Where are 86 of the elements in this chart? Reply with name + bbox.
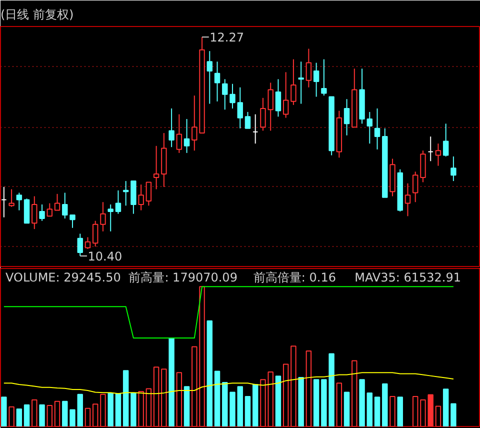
- candlestick: [344, 98, 350, 136]
- candlestick: [404, 182, 411, 217]
- candlestick: [230, 83, 236, 109]
- bar: [275, 376, 282, 426]
- candlestick: [420, 150, 426, 183]
- text: VOLUME: 29245.50: [6, 270, 121, 284]
- text: MAV35: 61532.91: [354, 270, 461, 284]
- candlestick: [321, 58, 327, 96]
- bar: [450, 403, 456, 426]
- candlestick: [442, 123, 449, 157]
- annotation: 12.27: [210, 30, 244, 45]
- candlestick: [176, 114, 182, 154]
- candlestick: [222, 78, 228, 110]
- bar: [39, 404, 45, 426]
- candlestick: [366, 111, 373, 144]
- candlestick: [313, 62, 320, 98]
- candlestick: [252, 114, 258, 144]
- candlestick: [206, 50, 213, 104]
- bar: [16, 408, 22, 426]
- candlestick: [428, 136, 434, 162]
- bar: [70, 409, 76, 426]
- candlestick: [1, 186, 7, 218]
- candlestick: [108, 204, 114, 232]
- bar: [77, 394, 83, 426]
- bar: [313, 379, 320, 426]
- candlestick: [435, 143, 442, 166]
- candlestick: [8, 188, 14, 208]
- candlestick: [115, 190, 122, 214]
- candlestick: [290, 58, 296, 106]
- candlestick: [122, 180, 129, 206]
- candlestick: [184, 118, 190, 154]
- bar: [359, 379, 365, 426]
- candlestick: [130, 180, 136, 214]
- candlestick: [298, 61, 304, 104]
- candlestick: [153, 145, 160, 190]
- bar: [168, 338, 174, 426]
- candlestick: [32, 196, 38, 230]
- candlestick: [282, 72, 289, 118]
- candlestick: [168, 108, 174, 148]
- candlestick: [237, 86, 243, 129]
- bar: [298, 377, 304, 426]
- bar: [344, 392, 350, 426]
- bar: [1, 396, 7, 426]
- candlestick: [77, 233, 83, 256]
- bar: [366, 392, 373, 426]
- candlestick: [92, 220, 98, 248]
- candlestick: [54, 193, 60, 211]
- candlestick: [46, 202, 53, 217]
- bar: [397, 396, 403, 426]
- candlestick: [244, 111, 251, 129]
- annotation: 10.40: [88, 249, 122, 264]
- candlestick: [412, 171, 418, 203]
- bar: [115, 393, 122, 426]
- candlestick: [39, 204, 45, 222]
- bar: [374, 396, 380, 426]
- candlestick: [275, 78, 282, 118]
- candlestick: [306, 48, 312, 88]
- text: 前高量: 179070.09: [128, 270, 238, 284]
- bar: [252, 384, 258, 426]
- bar: [130, 392, 136, 426]
- bar: [214, 370, 220, 426]
- bar: [24, 404, 30, 426]
- candlestick: [70, 214, 76, 228]
- candlestick: [16, 192, 22, 211]
- text: 前高倍量: 0.16: [253, 270, 336, 284]
- candlestick: [24, 198, 30, 224]
- candlestick: [374, 108, 380, 150]
- bar: [222, 382, 228, 426]
- candlestick: [138, 184, 144, 211]
- chart-title: (日线 前复权): [0, 8, 74, 22]
- bar: [184, 386, 190, 426]
- bar: [206, 320, 213, 426]
- candlestick: [214, 61, 220, 102]
- candlestick: [100, 202, 106, 232]
- bar: [442, 388, 449, 426]
- candlestick: [62, 192, 68, 219]
- candlestick: [84, 236, 91, 250]
- bar: [122, 370, 129, 426]
- bar: [108, 392, 114, 426]
- bar: [382, 383, 388, 426]
- bar: [230, 392, 236, 426]
- bar: [244, 396, 251, 426]
- bar: [62, 400, 68, 426]
- candlestick: [450, 156, 456, 182]
- candlestick: [146, 182, 152, 206]
- bar: [237, 386, 243, 426]
